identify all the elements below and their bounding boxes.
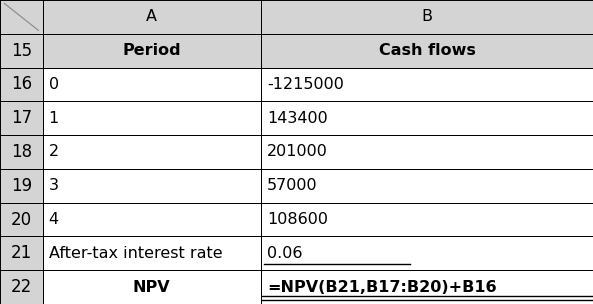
Text: 20: 20 bbox=[11, 211, 32, 229]
Text: 19: 19 bbox=[11, 177, 32, 195]
Bar bbox=[0, 270, 43, 304]
Bar bbox=[261, 203, 593, 237]
Text: 18: 18 bbox=[11, 143, 32, 161]
Text: 15: 15 bbox=[11, 42, 32, 60]
Text: 21: 21 bbox=[11, 244, 32, 262]
Text: Cash flows: Cash flows bbox=[378, 43, 476, 58]
Text: 57000: 57000 bbox=[267, 178, 317, 193]
Bar bbox=[261, 34, 593, 67]
Bar bbox=[261, 135, 593, 169]
Text: 4: 4 bbox=[49, 212, 59, 227]
Text: =NPV(B21,B17:B20)+B16: =NPV(B21,B17:B20)+B16 bbox=[267, 280, 496, 295]
Text: B: B bbox=[422, 9, 432, 24]
Bar bbox=[0, 67, 43, 101]
Text: NPV: NPV bbox=[133, 280, 171, 295]
Bar bbox=[0, 203, 43, 237]
Text: 17: 17 bbox=[11, 109, 32, 127]
Bar bbox=[261, 169, 593, 203]
Text: After-tax interest rate: After-tax interest rate bbox=[49, 246, 222, 261]
Text: 201000: 201000 bbox=[267, 144, 328, 160]
Bar bbox=[0, 101, 43, 135]
Bar bbox=[261, 101, 593, 135]
Text: 2: 2 bbox=[49, 144, 59, 160]
Text: 16: 16 bbox=[11, 75, 32, 93]
Text: 3: 3 bbox=[49, 178, 59, 193]
Bar bbox=[43, 237, 261, 270]
Text: -1215000: -1215000 bbox=[267, 77, 344, 92]
Text: Period: Period bbox=[123, 43, 181, 58]
Bar bbox=[261, 67, 593, 101]
Text: 143400: 143400 bbox=[267, 111, 327, 126]
Bar bbox=[0, 135, 43, 169]
Bar bbox=[261, 0, 593, 34]
Bar bbox=[43, 270, 261, 304]
Bar bbox=[0, 0, 43, 34]
Bar bbox=[43, 203, 261, 237]
Bar bbox=[261, 237, 593, 270]
Bar bbox=[43, 169, 261, 203]
Bar bbox=[43, 67, 261, 101]
Bar bbox=[261, 270, 593, 304]
Text: 0.06: 0.06 bbox=[267, 246, 302, 261]
Bar bbox=[0, 34, 43, 67]
Bar bbox=[0, 237, 43, 270]
Bar bbox=[0, 169, 43, 203]
Bar bbox=[43, 0, 261, 34]
Bar bbox=[43, 135, 261, 169]
Text: 1: 1 bbox=[49, 111, 59, 126]
Text: A: A bbox=[146, 9, 157, 24]
Bar bbox=[43, 34, 261, 67]
Text: 0: 0 bbox=[49, 77, 59, 92]
Bar bbox=[43, 101, 261, 135]
Text: 108600: 108600 bbox=[267, 212, 328, 227]
Text: 22: 22 bbox=[11, 278, 32, 296]
